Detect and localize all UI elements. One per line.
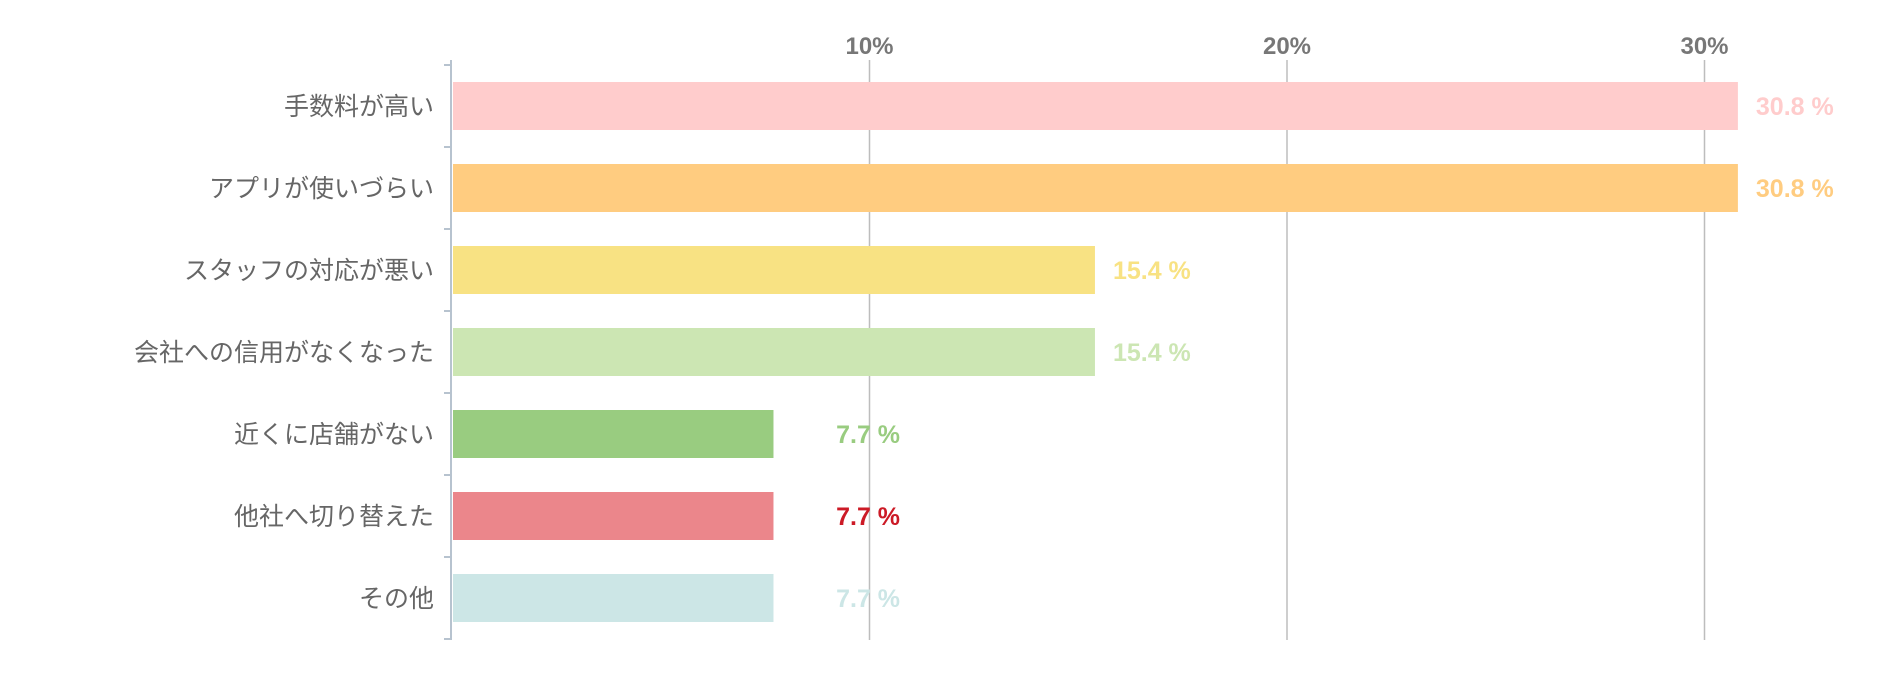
category-label: アプリが使いづらい bbox=[209, 174, 434, 203]
bar bbox=[453, 328, 1095, 376]
category-label: 他社へ切り替えた bbox=[234, 502, 434, 531]
x-tick-label: 20% bbox=[1263, 33, 1311, 60]
category-label: 近くに店舗がない bbox=[234, 420, 434, 449]
bar bbox=[453, 492, 774, 540]
bar bbox=[453, 410, 774, 458]
value-label: 7.7 % bbox=[836, 421, 900, 449]
x-tick-label: 10% bbox=[845, 33, 893, 60]
bar bbox=[453, 82, 1738, 130]
bar bbox=[453, 164, 1738, 212]
value-label: 15.4 % bbox=[1113, 257, 1191, 285]
value-label: 15.4 % bbox=[1113, 339, 1191, 367]
category-label: スタッフの対応が悪い bbox=[184, 256, 434, 285]
category-label: その他 bbox=[359, 584, 434, 613]
category-label: 会社への信用がなくなった bbox=[134, 338, 434, 367]
value-label: 30.8 % bbox=[1756, 93, 1834, 121]
value-label: 7.7 % bbox=[836, 503, 900, 531]
category-label: 手数料が高い bbox=[284, 92, 434, 121]
bar bbox=[453, 574, 774, 622]
value-label: 30.8 % bbox=[1756, 175, 1834, 203]
bar bbox=[453, 246, 1095, 294]
x-tick-label: 30% bbox=[1680, 33, 1728, 60]
value-label: 7.7 % bbox=[836, 585, 900, 613]
